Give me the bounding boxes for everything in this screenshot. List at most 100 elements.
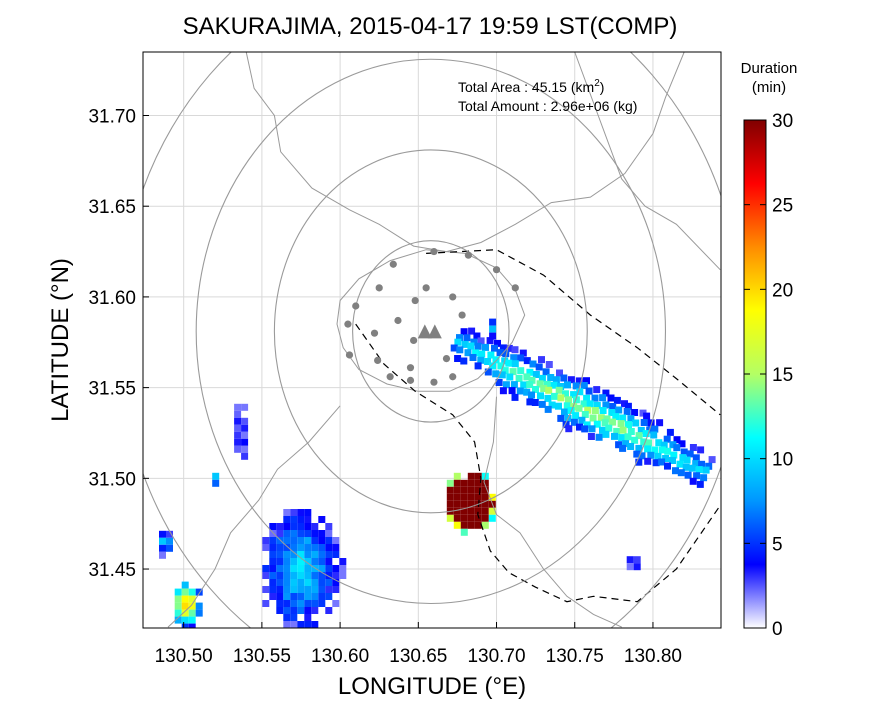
deposit-cell (481, 486, 489, 494)
deposit-cell (494, 339, 501, 347)
deposit-cell (283, 551, 291, 558)
deposit-cell (181, 623, 189, 628)
deposit-cell (304, 558, 312, 565)
deposit-cell (528, 376, 536, 384)
deposit-cell (453, 521, 461, 529)
deposit-cell (511, 360, 519, 368)
deposit-cell (564, 381, 571, 389)
deposit-cell (608, 409, 616, 416)
deposit-cell (290, 600, 298, 607)
deposit-cell (698, 460, 706, 468)
deposit-cell (526, 398, 534, 406)
deposit-cell (234, 424, 242, 432)
deposit-cell (492, 356, 500, 364)
deposit-cell (684, 471, 692, 479)
deposit-cell (615, 441, 623, 449)
deposit-cell (460, 479, 468, 487)
deposit-cell (283, 523, 291, 530)
deposit-cell (689, 444, 697, 451)
deposit-cell (597, 414, 605, 422)
deposit-cell (262, 544, 270, 551)
deposit-cell (510, 381, 518, 389)
deposit-cell (538, 374, 546, 382)
deposit-cell (679, 454, 687, 462)
deposit-cell (283, 579, 291, 586)
deposit-cell (607, 394, 615, 402)
deposit-cell (269, 523, 277, 530)
deposit-cell (515, 375, 523, 382)
deposit-cell (304, 621, 312, 628)
deposit-cell (538, 356, 545, 364)
deposit-cell (489, 332, 497, 340)
deposit-cell (625, 421, 632, 429)
deposit-cell (477, 337, 485, 345)
deposit-cell (563, 402, 571, 410)
total-area-text: Total Area : 45.15 (km (458, 79, 594, 95)
deposit-cell (481, 500, 489, 508)
deposit-cell (283, 621, 291, 628)
deposit-cell (658, 446, 666, 454)
deposit-cell (664, 447, 672, 455)
station-point (406, 364, 415, 372)
deposit-cell (673, 444, 681, 452)
deposit-cell (297, 628, 304, 635)
station-point (449, 293, 457, 301)
deposit-cell (526, 368, 534, 376)
deposit-cell (276, 572, 284, 579)
deposit-cell (297, 600, 305, 607)
deposit-cell (262, 565, 270, 572)
deposit-cell (290, 516, 298, 523)
deposit-cell (693, 472, 701, 480)
deposit-cell (234, 438, 242, 446)
deposit-cell (318, 565, 326, 572)
deposit-cell (621, 400, 628, 408)
deposit-cell (332, 600, 340, 607)
deposit-cell (276, 607, 284, 614)
deposit-cell (446, 479, 454, 487)
deposit-cell (474, 493, 482, 501)
deposit-cell (234, 445, 242, 453)
station-point (430, 247, 438, 256)
deposit-cell (481, 479, 489, 487)
deposit-cell (212, 472, 220, 480)
deposit-cell (276, 579, 284, 586)
deposit-cell (304, 628, 311, 635)
deposit-cell (535, 363, 543, 371)
deposit-cell (548, 401, 556, 409)
deposit-cell (454, 338, 462, 346)
deposit-cell (318, 537, 326, 544)
deposit-cell (332, 565, 340, 572)
deposit-cell (505, 359, 513, 367)
deposit-cell (297, 565, 305, 572)
deposit-cell (662, 455, 670, 462)
range-ring (273, 149, 588, 514)
deposit-cell (536, 380, 544, 388)
deposit-cell (605, 424, 613, 432)
deposit-cell (601, 419, 609, 427)
x-tick-label: 130.75 (546, 646, 604, 667)
deposit-cell (678, 440, 686, 448)
station-point (449, 373, 457, 381)
deposit-cell (517, 367, 525, 375)
colorbar-title-line2: (min) (752, 79, 786, 96)
deposit-cell (304, 607, 312, 614)
deposit-cell (550, 381, 558, 389)
deposit-cell (318, 558, 326, 565)
deposit-cell (551, 392, 558, 400)
deposit-cell (611, 432, 618, 440)
deposit-cell (290, 572, 298, 579)
station-point (406, 376, 415, 384)
deposit-cell (318, 600, 326, 607)
deposit-cell (570, 418, 578, 426)
deposit-cell (241, 445, 249, 453)
deposit-cell (297, 544, 305, 551)
deposit-cell (491, 344, 498, 352)
deposit-cell (612, 413, 620, 421)
deposit-cell (523, 357, 531, 365)
deposit-cell (453, 472, 461, 480)
deposit-cell (627, 415, 635, 423)
deposit-cell (486, 337, 494, 345)
deposit-cell (599, 394, 607, 402)
deposit-cell (642, 430, 650, 438)
deposit-cell (297, 530, 305, 537)
